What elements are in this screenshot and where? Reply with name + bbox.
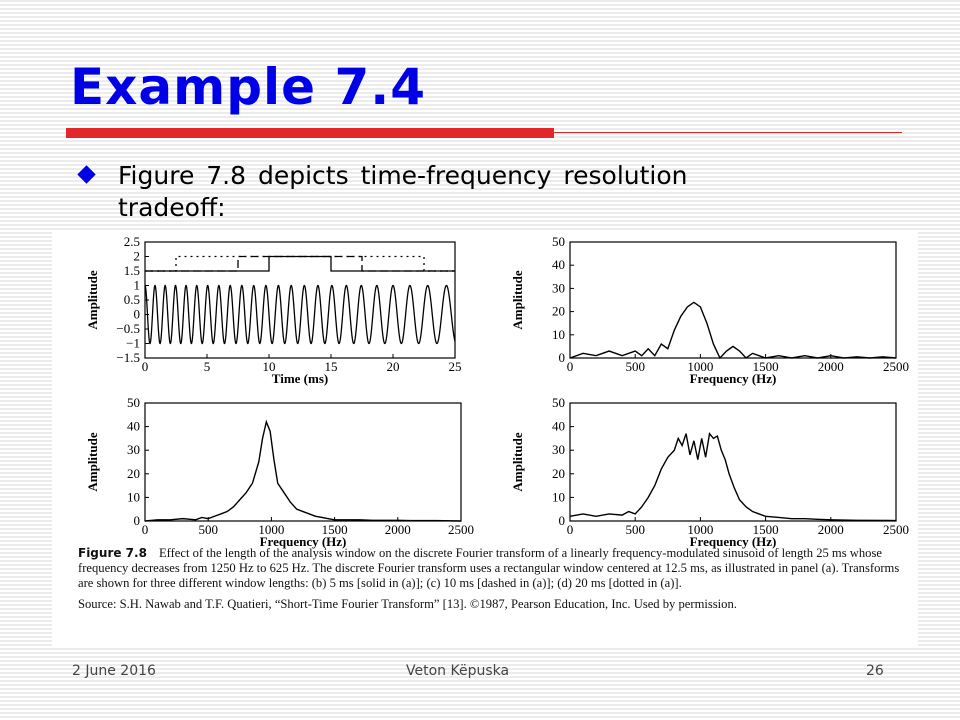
panel-b-x-tick-label: 1000 [687, 359, 713, 374]
panel-a-window-dashed-line [145, 255, 455, 272]
panel-d-y-tick-label: 10 [552, 489, 565, 504]
panel-b-x-tick-label: 2000 [818, 359, 844, 374]
caption-text: Effect of the length of the analysis win… [78, 546, 900, 590]
panel-d-x-axis-title: Frequency (Hz) [690, 534, 777, 549]
panel-a-y-tick-label: 1.5 [124, 263, 140, 278]
panel-c-x-tick-label: 500 [198, 522, 218, 537]
panel-b-frame [569, 241, 897, 359]
panel-c-frame [144, 402, 462, 522]
panel-a-y-axis-title: Amplitude [85, 270, 100, 329]
panel-d-x-tick-label: 1000 [687, 522, 713, 537]
panel-a-x-tick-label: 0 [142, 359, 149, 374]
bullet-text: Figure 7.8 depicts time-frequency resolu… [118, 161, 688, 222]
panel-d-frame [569, 402, 897, 522]
panel-c-y-tick-label: 10 [127, 489, 140, 504]
panel-b-y-tick-label: 0 [559, 350, 566, 365]
panel-a-signal-line [144, 284, 456, 345]
panel-b-x-tick-label: 500 [625, 359, 645, 374]
panel-d-x-tick-label: 2000 [818, 522, 844, 537]
panel-b-x-axis-title: Frequency (Hz) [690, 371, 777, 386]
panel-c-y-tick-label: 0 [134, 513, 141, 528]
panel-a-y-tick-label: −0.5 [116, 321, 140, 336]
panel-b-x-tick-label: 0 [567, 359, 574, 374]
panel-c-y-tick-label: 30 [127, 442, 140, 457]
panel-c-y-tick-label: 20 [127, 466, 140, 481]
slide-title: Example 7.4 [70, 58, 427, 116]
panel-d-y-tick-label: 40 [552, 419, 565, 434]
panel-a-x-tick-label: 20 [387, 359, 400, 374]
caption-label: Figure 7.8 [78, 546, 147, 560]
panel-a-y-tick-label: 0 [134, 307, 141, 322]
panel-b-y-tick-label: 30 [552, 280, 565, 295]
panel-d-y-tick-label: 0 [559, 513, 566, 528]
panel-a-x-tick-label: 5 [204, 359, 211, 374]
panel-c-x-tick-label: 1000 [258, 522, 284, 537]
panel-a-window-dotted-line [145, 255, 455, 272]
title-rule-thick [66, 128, 554, 138]
panel-c-x-tick-label: 2500 [448, 522, 474, 537]
panel-a-x-tick-label: 10 [263, 359, 276, 374]
panel-c-y-axis-title: Amplitude [85, 432, 100, 491]
caption-source: Source: S.H. Nawab and T.F. Quatieri, “S… [78, 597, 737, 611]
panel-c-x-axis-title: Frequency (Hz) [260, 534, 347, 549]
panel-d-x-tick-label: 2500 [883, 522, 909, 537]
panel-d-x-tick-label: 500 [625, 522, 645, 537]
panel-b-y-tick-label: 20 [552, 304, 565, 319]
panel-d-x-tick-label: 1500 [753, 522, 779, 537]
panel-b-y-tick-label: 10 [552, 327, 565, 342]
panel-a-y-tick-label: −1 [126, 336, 140, 351]
panel-a-y-tick-label: 1 [134, 278, 141, 293]
panel-b-x-tick-label: 2500 [883, 359, 909, 374]
panel-c-x-tick-label: 2000 [385, 522, 411, 537]
panel-a-y-tick-label: −1.5 [116, 350, 140, 365]
panel-c-x-tick-label: 1500 [322, 522, 348, 537]
panel-c-spectrum-line [144, 419, 462, 522]
panel-b-y-tick-label: 40 [552, 257, 565, 272]
title-rule-thin [554, 132, 902, 133]
diamond-bullet-icon [77, 165, 96, 184]
footer-date: 2 June 2016 [72, 663, 156, 679]
panel-b-spectrum-line [569, 301, 897, 360]
panel-a-x-tick-label: 25 [449, 359, 462, 374]
panel-b-y-tick-label: 50 [552, 234, 565, 249]
panel-a-window-solid-line [145, 255, 455, 272]
panel-a-y-tick-label: 2.5 [124, 234, 140, 249]
panel-a-y-tick-label: 2 [134, 249, 141, 264]
panel-d-y-axis-title: Amplitude [510, 432, 525, 491]
panel-d-y-tick-label: 30 [552, 442, 565, 457]
panel-d-spectrum-line [569, 432, 897, 522]
panel-a-x-axis-title: Time (ms) [272, 371, 328, 386]
footer-page-number: 26 [866, 663, 884, 679]
panel-c-y-tick-label: 40 [127, 419, 140, 434]
panel-a-y-tick-label: 0.5 [124, 292, 140, 307]
panel-d-y-tick-label: 50 [552, 395, 565, 410]
panel-c-y-tick-label: 50 [127, 395, 140, 410]
panel-c-x-tick-label: 0 [142, 522, 149, 537]
panel-b-y-axis-title: Amplitude [510, 270, 525, 329]
panel-d-y-tick-label: 20 [552, 466, 565, 481]
panel-d-x-tick-label: 0 [567, 522, 574, 537]
footer-author: Veton Këpuska [406, 663, 510, 679]
figure-caption: Figure 7.8 Effect of the length of the an… [78, 546, 904, 612]
panel-b-x-tick-label: 1500 [753, 359, 779, 374]
figure-7-8: 0 5 10 15 20 25 2.5 2 1.5 1 0.5 0 −0.5 −1 −1.5 Time (ms… [52, 230, 918, 648]
panel-a-x-tick-label: 15 [325, 359, 338, 374]
